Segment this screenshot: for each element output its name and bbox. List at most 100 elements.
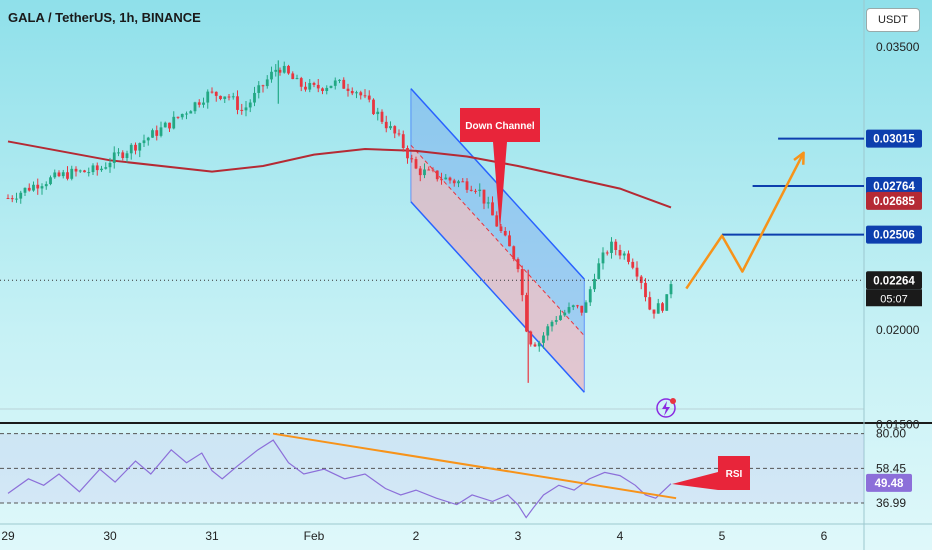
candle-bull bbox=[142, 140, 146, 144]
candle-bear bbox=[452, 180, 456, 184]
currency-button[interactable]: USDT bbox=[866, 8, 920, 32]
price-label-value: 0.02685 bbox=[873, 196, 915, 208]
candle-bear bbox=[155, 130, 159, 136]
channel-upper-fill bbox=[410, 88, 585, 336]
candle-bear bbox=[516, 259, 520, 270]
candle-bear bbox=[168, 122, 171, 129]
candle-bear bbox=[639, 276, 643, 283]
candle-bull bbox=[325, 87, 329, 91]
candle-bear bbox=[414, 159, 418, 169]
candle-bull bbox=[597, 263, 601, 279]
candle-bull bbox=[40, 186, 44, 189]
candle-bear bbox=[418, 168, 422, 176]
time-tick-label: 31 bbox=[205, 529, 219, 543]
candle-bull bbox=[189, 111, 193, 114]
candle-bull bbox=[70, 168, 74, 179]
down-channel-callout bbox=[460, 108, 540, 230]
candle-bull bbox=[610, 241, 613, 253]
price-label-box bbox=[866, 176, 922, 195]
candle-bull bbox=[163, 122, 167, 128]
candle-bull bbox=[146, 137, 150, 141]
candle-bull bbox=[159, 127, 163, 136]
candle-bear bbox=[627, 253, 630, 262]
candle-bull bbox=[308, 82, 312, 90]
candle-bear bbox=[431, 169, 435, 171]
candle-bull bbox=[622, 253, 626, 256]
candle-bear bbox=[605, 252, 609, 254]
candle-bear bbox=[491, 202, 494, 216]
candle-bear bbox=[393, 126, 397, 134]
candle-bear bbox=[299, 78, 303, 87]
time-tick-label: 4 bbox=[617, 529, 624, 543]
candle-bull bbox=[444, 177, 448, 180]
candle-bull bbox=[138, 143, 142, 151]
candle-bear bbox=[83, 170, 86, 173]
candle-bear bbox=[261, 85, 265, 87]
candle-bear bbox=[533, 344, 537, 347]
price-label-box bbox=[866, 271, 922, 290]
candle-bull bbox=[23, 187, 27, 193]
candle-bull bbox=[253, 92, 256, 103]
candle-bear bbox=[614, 241, 618, 250]
candle-bear bbox=[36, 184, 40, 189]
candle-bull bbox=[61, 172, 65, 177]
candle-bear bbox=[427, 169, 431, 171]
candle-bear bbox=[367, 95, 371, 100]
candle-bull bbox=[32, 184, 35, 191]
price-label-box bbox=[866, 225, 922, 244]
candle-bear bbox=[499, 226, 503, 232]
candle-bull bbox=[193, 102, 197, 112]
time-tick-label: 30 bbox=[103, 529, 117, 543]
projection-path bbox=[685, 152, 805, 290]
candle-bull bbox=[389, 126, 392, 129]
candle-bull bbox=[423, 169, 426, 176]
price-tick-label: 0.02000 bbox=[876, 323, 920, 337]
candle-bull bbox=[223, 96, 227, 100]
candle-bull bbox=[104, 167, 108, 169]
candle-bull bbox=[478, 189, 482, 191]
rsi-trendline bbox=[273, 432, 677, 500]
candle-bear bbox=[503, 231, 507, 236]
projection-arrowhead bbox=[793, 151, 805, 165]
candle-bear bbox=[397, 133, 401, 135]
rsi-tick-label: 58.45 bbox=[876, 461, 906, 475]
candle-bear bbox=[644, 282, 647, 298]
candle-bear bbox=[512, 246, 516, 260]
candle-bull bbox=[151, 130, 154, 138]
candle-bear bbox=[661, 303, 664, 311]
price-label-moving-average: 0.02685 bbox=[866, 191, 922, 210]
candle-bear bbox=[465, 181, 469, 190]
moving-average-line bbox=[7, 140, 672, 209]
candle-bear bbox=[372, 99, 375, 115]
candle-bull bbox=[329, 85, 333, 88]
price-label-value: 0.02264 bbox=[873, 275, 915, 287]
candle-bull bbox=[87, 172, 91, 174]
time-tick-label: 3 bbox=[515, 529, 522, 543]
candle-bull bbox=[584, 302, 588, 313]
candle-bull bbox=[231, 96, 235, 98]
candle-bull bbox=[588, 289, 592, 303]
candle-bull bbox=[100, 168, 103, 171]
candle-bear bbox=[134, 144, 137, 151]
price-label-last-price: 0.02264 05:07 bbox=[866, 271, 922, 307]
candle-bear bbox=[236, 96, 239, 110]
candle-bear bbox=[74, 168, 78, 172]
countdown-box bbox=[866, 289, 922, 307]
candle-bear bbox=[95, 165, 99, 171]
candle-bear bbox=[66, 172, 69, 179]
candle-bear bbox=[406, 148, 409, 159]
candle-bear bbox=[618, 249, 622, 256]
candle-bear bbox=[287, 65, 290, 74]
candle-bull bbox=[656, 303, 660, 314]
candle-bear bbox=[410, 158, 414, 160]
candle-bull bbox=[601, 252, 605, 264]
candle-bear bbox=[227, 96, 231, 98]
candle-bull bbox=[248, 102, 252, 108]
candle-bull bbox=[559, 315, 562, 321]
candle-bear bbox=[346, 88, 350, 91]
channel-mid-line bbox=[410, 144, 585, 337]
time-tick-label: 29 bbox=[1, 529, 15, 543]
alert-lightning-ring bbox=[656, 398, 676, 418]
